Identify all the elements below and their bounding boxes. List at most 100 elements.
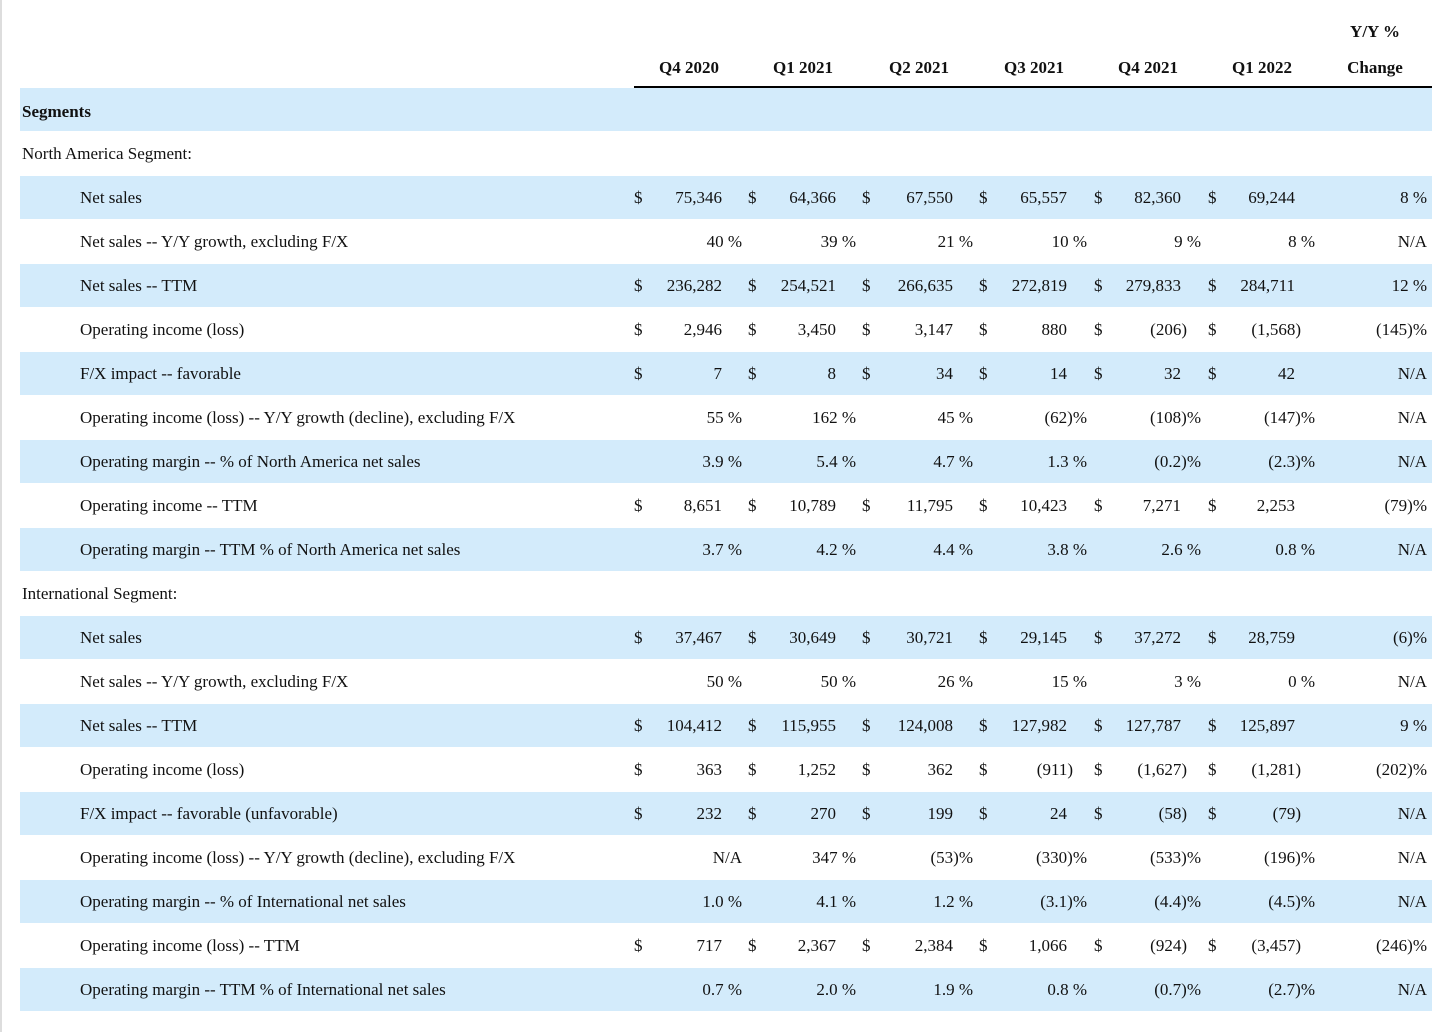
row-label: Net sales bbox=[80, 188, 142, 207]
currency: $ bbox=[1208, 496, 1217, 515]
cell-value: 42 bbox=[1278, 364, 1295, 383]
cell-value: 3,147 bbox=[914, 320, 953, 339]
currency: $ bbox=[748, 716, 757, 735]
row-label: Net sales -- Y/Y growth, excluding F/X bbox=[80, 672, 349, 691]
currency: $ bbox=[634, 320, 643, 339]
row-label: Net sales -- Y/Y growth, excluding F/X bbox=[80, 232, 349, 251]
currency: $ bbox=[1208, 628, 1217, 647]
cell-value: 4.7 % bbox=[933, 452, 973, 471]
row-band bbox=[20, 880, 1432, 923]
cell-value: 0.8 % bbox=[1275, 540, 1315, 559]
currency: $ bbox=[862, 364, 871, 383]
cell-value: 2,253 bbox=[1256, 496, 1295, 515]
cell-value: (3.1)% bbox=[1040, 892, 1087, 911]
cell-value: (0.2)% bbox=[1154, 452, 1201, 471]
column-header: Q3 2021 bbox=[1004, 58, 1064, 77]
currency: $ bbox=[979, 320, 988, 339]
cell-value: (924) bbox=[1150, 936, 1187, 955]
cell-value: 8 % bbox=[1288, 232, 1315, 251]
row-label: Operating income (loss) -- TTM bbox=[80, 936, 300, 955]
cell-value: 65,557 bbox=[1020, 188, 1067, 207]
change-value: N/A bbox=[1397, 980, 1427, 999]
cell-value: 29,145 bbox=[1020, 628, 1067, 647]
row-label: Operating income (loss) bbox=[80, 320, 245, 339]
cell-value: (196)% bbox=[1264, 848, 1315, 867]
cell-value: 127,982 bbox=[1011, 716, 1067, 735]
cell-value: 2,384 bbox=[914, 936, 953, 955]
currency: $ bbox=[979, 760, 988, 779]
cell-value: 0.7 % bbox=[702, 980, 742, 999]
row-label: Operating income (loss) bbox=[80, 760, 245, 779]
currency: $ bbox=[1208, 804, 1217, 823]
cell-value: 26 % bbox=[937, 672, 973, 691]
row-label: Operating income (loss) -- Y/Y growth (d… bbox=[80, 408, 516, 427]
currency: $ bbox=[1208, 760, 1217, 779]
row-label: F/X impact -- favorable (unfavorable) bbox=[80, 804, 338, 823]
cell-value: 272,819 bbox=[1011, 276, 1067, 295]
cell-value: 270 bbox=[810, 804, 837, 823]
currency: $ bbox=[634, 496, 643, 515]
cell-value: 39 % bbox=[820, 232, 856, 251]
row-label: Net sales -- TTM bbox=[80, 276, 198, 295]
currency: $ bbox=[1094, 364, 1103, 383]
cell-value: 55 % bbox=[706, 408, 742, 427]
row-label: Net sales bbox=[80, 628, 142, 647]
currency: $ bbox=[1208, 364, 1217, 383]
currency: $ bbox=[862, 936, 871, 955]
currency: $ bbox=[1208, 320, 1217, 339]
cell-value: 1,252 bbox=[797, 760, 836, 779]
change-value: N/A bbox=[1397, 364, 1427, 383]
currency: $ bbox=[1094, 188, 1103, 207]
change-value: (6)% bbox=[1393, 628, 1427, 647]
currency: $ bbox=[862, 188, 871, 207]
header-rule bbox=[634, 86, 1432, 88]
cell-value: 1.3 % bbox=[1047, 452, 1087, 471]
currency: $ bbox=[1094, 716, 1103, 735]
cell-value: 37,272 bbox=[1134, 628, 1181, 647]
change-value: 9 % bbox=[1400, 716, 1427, 735]
cell-value: 50 % bbox=[820, 672, 856, 691]
currency: $ bbox=[634, 628, 643, 647]
row-label: Operating margin -- % of North America n… bbox=[80, 452, 421, 471]
cell-value: 2.6 % bbox=[1161, 540, 1201, 559]
cell-value: 3,450 bbox=[797, 320, 836, 339]
cell-value: (911) bbox=[1036, 760, 1073, 779]
currency: $ bbox=[862, 804, 871, 823]
cell-value: 82,360 bbox=[1134, 188, 1181, 207]
currency: $ bbox=[1094, 936, 1103, 955]
change-value: N/A bbox=[1397, 540, 1427, 559]
cell-value: (1,568) bbox=[1251, 320, 1301, 339]
row-label: Operating income (loss) -- Y/Y growth (d… bbox=[80, 848, 516, 867]
row-label: Operating margin -- TTM % of Internation… bbox=[80, 980, 446, 999]
cell-value: 1.9 % bbox=[933, 980, 973, 999]
change-value: N/A bbox=[1397, 672, 1427, 691]
cell-value: 7 bbox=[713, 364, 723, 383]
change-value: N/A bbox=[1397, 848, 1427, 867]
cell-value: (4.5)% bbox=[1268, 892, 1315, 911]
cell-value: 4.2 % bbox=[816, 540, 856, 559]
cell-value: 104,412 bbox=[666, 716, 722, 735]
column-header: Q4 2021 bbox=[1118, 58, 1178, 77]
currency: $ bbox=[1094, 804, 1103, 823]
row-label: Operating income -- TTM bbox=[80, 496, 258, 515]
row-band bbox=[20, 352, 1432, 395]
cell-value: 4.1 % bbox=[816, 892, 856, 911]
cell-value: 2,367 bbox=[797, 936, 836, 955]
currency: $ bbox=[979, 804, 988, 823]
currency: $ bbox=[1208, 936, 1217, 955]
cell-value: 8 bbox=[827, 364, 837, 383]
change-value: (202)% bbox=[1376, 760, 1427, 779]
cell-value: 162 % bbox=[812, 408, 856, 427]
cell-value: 50 % bbox=[706, 672, 742, 691]
column-header: Q4 2020 bbox=[659, 58, 719, 77]
cell-value: (2.7)% bbox=[1268, 980, 1315, 999]
cell-value: 125,897 bbox=[1239, 716, 1295, 735]
change-value: (246)% bbox=[1376, 936, 1427, 955]
cell-value: 4.4 % bbox=[933, 540, 973, 559]
currency: $ bbox=[1094, 628, 1103, 647]
cell-value: 28,759 bbox=[1248, 628, 1295, 647]
currency: $ bbox=[1094, 320, 1103, 339]
cell-value: (108)% bbox=[1150, 408, 1201, 427]
cell-value: 880 bbox=[1041, 320, 1068, 339]
table-title: Segments bbox=[22, 102, 91, 121]
